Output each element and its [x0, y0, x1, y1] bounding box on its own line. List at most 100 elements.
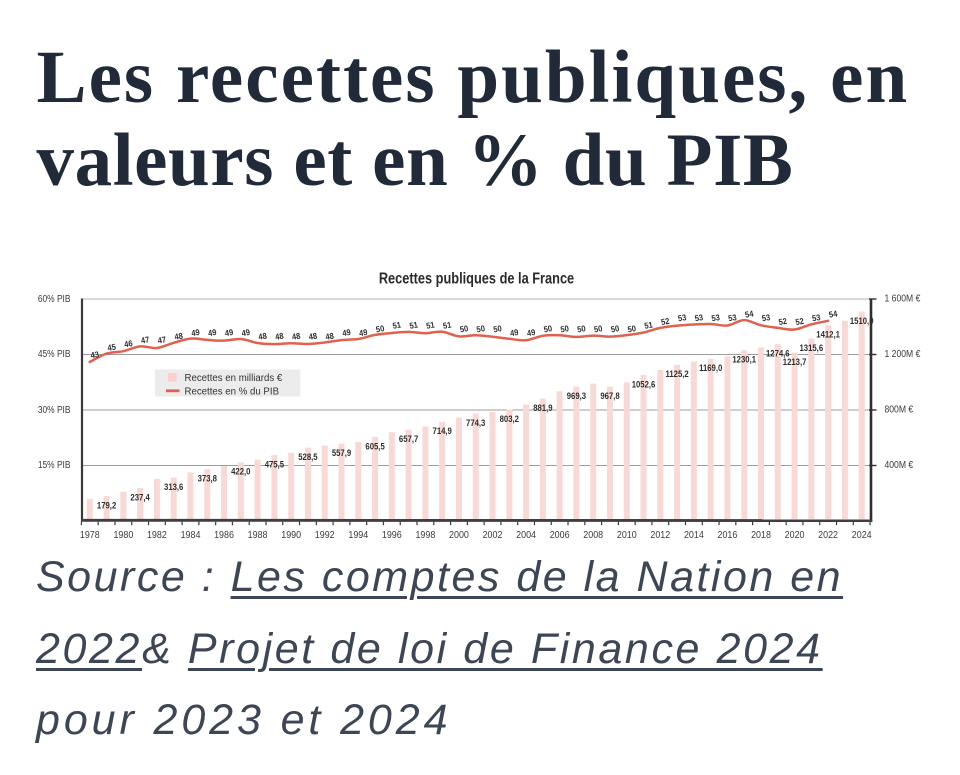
svg-text:51: 51 [392, 320, 402, 331]
svg-text:2004: 2004 [516, 530, 536, 542]
svg-text:49: 49 [224, 327, 234, 338]
svg-text:1 600M €: 1 600M € [885, 293, 921, 305]
svg-text:30% PIB: 30% PIB [38, 404, 71, 416]
svg-text:50: 50 [493, 324, 503, 335]
svg-text:Recettes en milliards €: Recettes en milliards € [184, 373, 282, 384]
svg-text:1412,1: 1412,1 [816, 329, 840, 340]
svg-text:400M €: 400M € [885, 459, 914, 471]
svg-text:2024: 2024 [852, 530, 872, 542]
svg-text:15% PIB: 15% PIB [38, 459, 71, 471]
svg-text:50: 50 [543, 324, 553, 335]
svg-text:50: 50 [375, 324, 385, 335]
svg-text:528,5: 528,5 [298, 451, 318, 462]
svg-text:51: 51 [644, 320, 654, 331]
svg-text:53: 53 [694, 313, 704, 324]
svg-text:967,8: 967,8 [600, 390, 620, 401]
svg-text:60% PIB: 60% PIB [38, 293, 71, 305]
svg-text:49: 49 [207, 327, 217, 338]
svg-text:2016: 2016 [717, 530, 737, 542]
svg-text:1982: 1982 [147, 530, 167, 542]
svg-text:2014: 2014 [684, 530, 704, 542]
svg-text:1 200M €: 1 200M € [885, 348, 921, 360]
svg-text:52: 52 [778, 316, 788, 327]
svg-text:1213,7: 1213,7 [783, 356, 807, 367]
svg-text:714,9: 714,9 [433, 426, 453, 437]
svg-text:Recettes en % du PIB: Recettes en % du PIB [184, 386, 279, 397]
svg-text:605,5: 605,5 [365, 441, 385, 452]
svg-text:50: 50 [627, 324, 637, 335]
svg-text:1978: 1978 [80, 530, 100, 542]
svg-text:557,9: 557,9 [332, 447, 352, 458]
svg-text:1052,6: 1052,6 [632, 379, 656, 390]
svg-text:49: 49 [191, 327, 201, 338]
svg-text:49: 49 [526, 327, 536, 338]
svg-text:2002: 2002 [483, 530, 503, 542]
svg-text:Recettes publiques de la Franc: Recettes publiques de la France [379, 270, 574, 288]
svg-text:54: 54 [828, 309, 838, 320]
svg-text:50: 50 [593, 324, 603, 335]
svg-text:51: 51 [409, 320, 419, 331]
svg-text:1169,0: 1169,0 [699, 363, 723, 374]
svg-text:803,2: 803,2 [500, 413, 520, 424]
svg-text:50: 50 [459, 324, 469, 335]
svg-text:49: 49 [509, 327, 519, 338]
svg-text:2008: 2008 [583, 530, 603, 542]
svg-text:2022: 2022 [818, 530, 838, 542]
svg-text:47: 47 [157, 335, 167, 346]
svg-text:52: 52 [660, 316, 670, 327]
svg-text:774,3: 774,3 [466, 417, 486, 428]
svg-text:969,3: 969,3 [567, 390, 587, 401]
svg-text:179,2: 179,2 [97, 500, 117, 511]
svg-text:2006: 2006 [550, 530, 570, 542]
svg-text:52: 52 [795, 316, 805, 327]
svg-text:1998: 1998 [415, 530, 435, 542]
svg-text:1510,0: 1510,0 [850, 315, 874, 326]
svg-text:1980: 1980 [113, 530, 133, 542]
svg-text:50: 50 [576, 324, 586, 335]
svg-text:53: 53 [727, 313, 737, 324]
svg-text:53: 53 [761, 313, 771, 324]
svg-text:422,0: 422,0 [231, 466, 251, 477]
svg-text:47: 47 [140, 335, 150, 346]
svg-text:657,7: 657,7 [399, 433, 419, 444]
svg-text:1988: 1988 [248, 530, 268, 542]
svg-text:48: 48 [325, 331, 335, 342]
svg-text:1230,1: 1230,1 [732, 354, 756, 365]
svg-text:1274,6: 1274,6 [766, 348, 790, 359]
svg-text:1990: 1990 [281, 530, 301, 542]
svg-text:48: 48 [274, 331, 284, 342]
svg-text:2010: 2010 [617, 530, 637, 542]
svg-text:2000: 2000 [449, 530, 469, 542]
svg-text:43: 43 [90, 350, 100, 361]
svg-text:800M €: 800M € [885, 404, 914, 416]
svg-text:881,9: 881,9 [533, 402, 553, 413]
svg-text:1996: 1996 [382, 530, 402, 542]
svg-text:53: 53 [711, 313, 721, 324]
svg-text:313,6: 313,6 [164, 481, 184, 492]
svg-text:49: 49 [358, 327, 368, 338]
svg-text:2020: 2020 [785, 530, 805, 542]
svg-text:46: 46 [123, 338, 133, 349]
svg-text:373,8: 373,8 [198, 473, 218, 484]
svg-text:50: 50 [610, 324, 620, 335]
svg-text:237,4: 237,4 [130, 492, 150, 503]
svg-text:1986: 1986 [214, 530, 234, 542]
svg-text:50: 50 [560, 324, 570, 335]
svg-text:51: 51 [442, 320, 452, 331]
svg-text:48: 48 [174, 331, 184, 342]
svg-text:475,5: 475,5 [265, 459, 285, 470]
svg-text:48: 48 [308, 331, 318, 342]
svg-text:45: 45 [107, 342, 117, 353]
svg-text:1125,2: 1125,2 [665, 369, 689, 380]
svg-text:45% PIB: 45% PIB [38, 348, 71, 360]
svg-text:2018: 2018 [751, 530, 771, 542]
svg-text:49: 49 [241, 327, 251, 338]
svg-text:53: 53 [811, 313, 821, 324]
svg-text:50: 50 [476, 324, 486, 335]
svg-text:54: 54 [744, 309, 754, 320]
svg-text:1315,6: 1315,6 [799, 342, 823, 353]
svg-text:49: 49 [342, 327, 352, 338]
svg-text:1992: 1992 [315, 530, 335, 542]
svg-text:1984: 1984 [181, 530, 201, 542]
svg-text:53: 53 [677, 313, 687, 324]
